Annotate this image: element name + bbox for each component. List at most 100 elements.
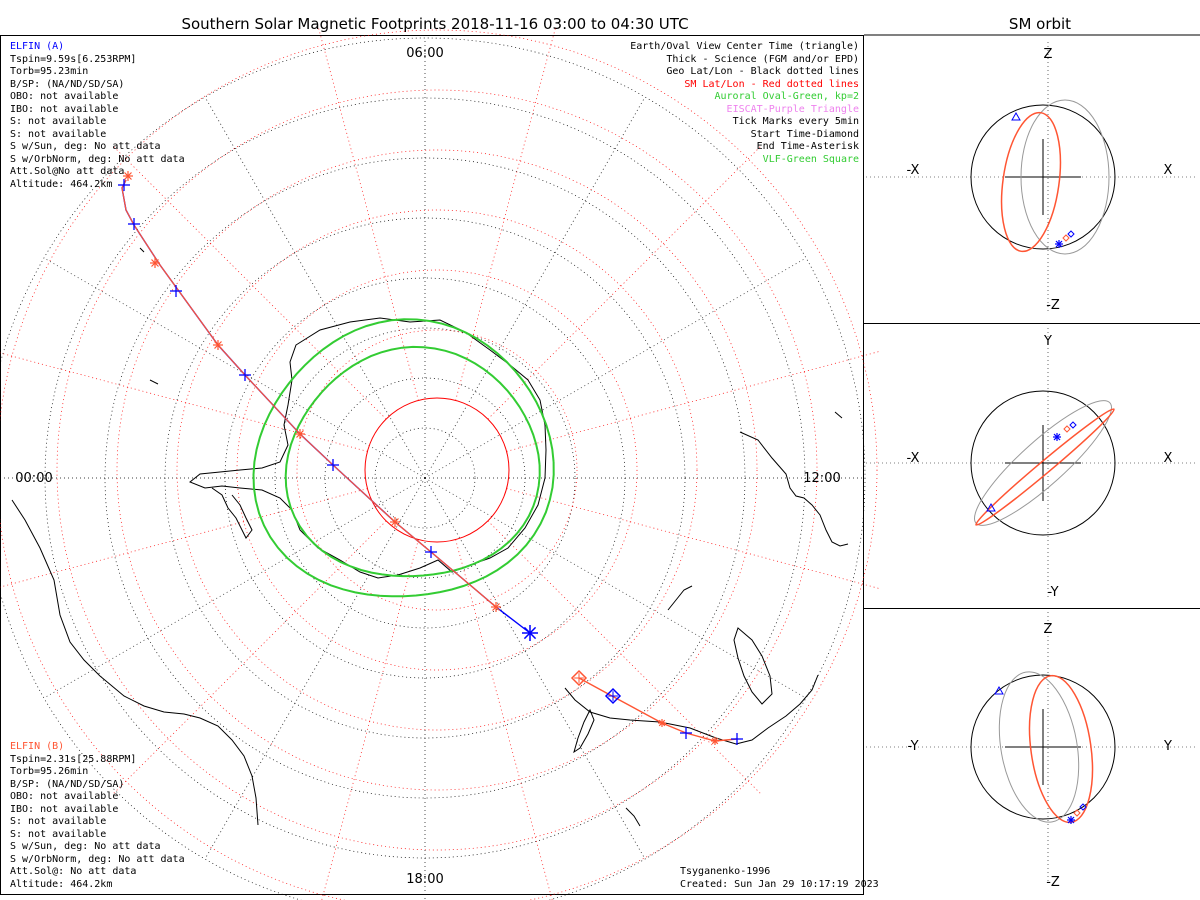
axis-label-bottom: -Z: [1046, 298, 1060, 313]
legend: Earth/Oval View Center Time (triangle) T…: [630, 41, 859, 165]
sm-latitude-circle: [116, 149, 758, 791]
elfin-a-info: ELFIN (A) Tspin=9.59s[6.253RPM] Torb=95.…: [10, 41, 185, 190]
south-america-coastline: [11, 499, 259, 826]
elfin-b-track-2: [578, 677, 738, 742]
africa-coastline: [739, 431, 849, 547]
geo-latitude-circle: [0, 37, 866, 900]
created-label: Created: Sun Jan 29 10:17:19 2023: [680, 879, 879, 890]
end-asterisk: [151, 259, 159, 267]
elfin-a-line: Altitude: 464.2km: [10, 179, 112, 190]
sm-longitude-line: [111, 144, 387, 420]
axis-label-right: X: [1164, 451, 1173, 466]
view-center-triangle: [986, 502, 996, 512]
axis-label-left: -X: [907, 163, 920, 178]
orbit-panel-xz: Z -Z -X X: [866, 42, 1198, 313]
geo-longitude-line: [424, 477, 807, 699]
axis-label-left: -X: [907, 451, 920, 466]
start-diamond: [1067, 230, 1075, 238]
geo-longitude-line: [43, 257, 426, 479]
elfin-b-line: Torb=95.26min: [10, 766, 88, 777]
sm-longitude-line: [487, 520, 763, 796]
elfin-b-orbit: [1028, 674, 1094, 824]
elfin-b-orbit: [1000, 111, 1062, 253]
elfin-a-orbit: [998, 671, 1080, 823]
axis-label-bottom: -Z: [1046, 875, 1060, 890]
elfin-b-line: OBO: not available: [10, 791, 118, 802]
orbit-panel-xy: Y -Y -X X: [866, 328, 1198, 600]
legend-entry: Auroral Oval-Green, kp=2: [715, 91, 860, 102]
sm-longitude-line: [0, 352, 368, 452]
geo-grid: [0, 37, 866, 900]
main-title: Southern Solar Magnetic Footprints 2018-…: [181, 15, 688, 33]
elfin-b-line: IBO: not available: [10, 804, 118, 815]
start-diamond: [604, 687, 622, 705]
elfin-a-line: OBO: not available: [10, 91, 118, 102]
legend-entry: SM Lat/Lon - Red dotted lines: [684, 79, 859, 90]
hour-label-left: 00:00: [15, 471, 52, 486]
elfin-a-line: B/SP: (NA/ND/SD/SA): [10, 79, 124, 90]
end-asterisk: [492, 603, 500, 611]
axis-label-right: X: [1164, 163, 1173, 178]
sm-latitude-circle: [364, 397, 510, 543]
axis-label-top: Z: [1044, 622, 1053, 637]
sm-latitude-circle: [56, 89, 818, 851]
elfin-b-line: S: not available: [10, 829, 106, 840]
geo-longitude-line: [43, 477, 426, 699]
sm-longitude-line: [111, 520, 387, 796]
geo-longitude-line: [204, 477, 426, 860]
end-asterisk: [711, 737, 719, 745]
geo-latitude-circle: [274, 327, 576, 629]
auroral-ovals: [252, 318, 555, 598]
sm-latitude-circle: [176, 209, 698, 731]
end-asterisk: [523, 626, 537, 640]
elfin-b-line: S: not available: [10, 816, 106, 827]
elfin-b-line: Altitude: 464.2km: [10, 879, 112, 890]
sm-longitude-line: [455, 25, 557, 401]
sm-longitude-line: [321, 539, 419, 900]
elfin-b-orbit: [975, 408, 1115, 526]
elfin-b-track: [121, 179, 497, 608]
elfin-a-line: S: not available: [10, 129, 106, 140]
islands-coastline: [139, 247, 843, 827]
elfin-a-line: Tspin=9.59s[6.253RPM]: [10, 54, 136, 65]
sm-latitude-circle: [296, 329, 578, 611]
elfin-b-info: ELFIN (B) Tspin=2.31s[25.88RPM] Torb=95.…: [10, 741, 185, 890]
elfin-b-line: B/SP: (NA/ND/SD/SA): [10, 779, 124, 790]
new-zealand-coastline: [573, 708, 595, 754]
geo-longitude-line: [424, 257, 807, 479]
geo-longitude-line: [424, 96, 646, 479]
view-center-triangle: [994, 685, 1004, 695]
legend-entry: Start Time-Diamond: [751, 129, 859, 140]
start-diamond: [1073, 809, 1081, 817]
end-asterisk: [658, 719, 666, 727]
map-frame: [0, 35, 864, 895]
elfin-a-line: S w/Sun, deg: No att data: [10, 141, 161, 152]
axis-label-bottom: -Y: [1047, 585, 1058, 600]
start-diamond: [1063, 425, 1071, 433]
auroral-oval-outer: [252, 318, 555, 598]
elfin-b-line: S w/Sun, deg: No att data: [10, 841, 161, 852]
legend-entry: Geo Lat/Lon - Black dotted lines: [666, 66, 859, 77]
legend-entry: Thick - Science (FGM and/or EPD): [666, 54, 859, 65]
axis-label-left: -Y: [907, 739, 918, 754]
start-diamond: [570, 669, 588, 687]
elfin-a-line: IBO: not available: [10, 104, 118, 115]
sm-latitude-circle: [0, 29, 878, 900]
hour-label-bottom: 18:00: [406, 872, 443, 887]
start-diamond: [1079, 803, 1087, 811]
elfin-a-line: Att.Sol@No att data: [10, 166, 124, 177]
axis-label-right: Y: [1163, 739, 1172, 754]
end-asterisk: [1067, 816, 1075, 824]
geo-longitude-line: [424, 477, 646, 860]
elfin-b-line: Att.Sol@: No att data: [10, 866, 136, 877]
end-asterisk: [214, 341, 222, 349]
antarctica-coastline: [189, 317, 547, 579]
elfin-a-header: ELFIN (A): [10, 41, 64, 52]
end-asterisk: [391, 518, 399, 526]
legend-entry: End Time-Asterisk: [757, 141, 859, 152]
end-asterisk: [124, 172, 132, 180]
elfin-b-line: S w/OrbNorm, deg: No att data: [10, 854, 185, 865]
elfin-a-line: S w/OrbNorm, deg: No att data: [10, 154, 185, 165]
sm-longitude-line: [455, 539, 553, 900]
legend-entry: VLF-Green Square: [763, 154, 859, 165]
